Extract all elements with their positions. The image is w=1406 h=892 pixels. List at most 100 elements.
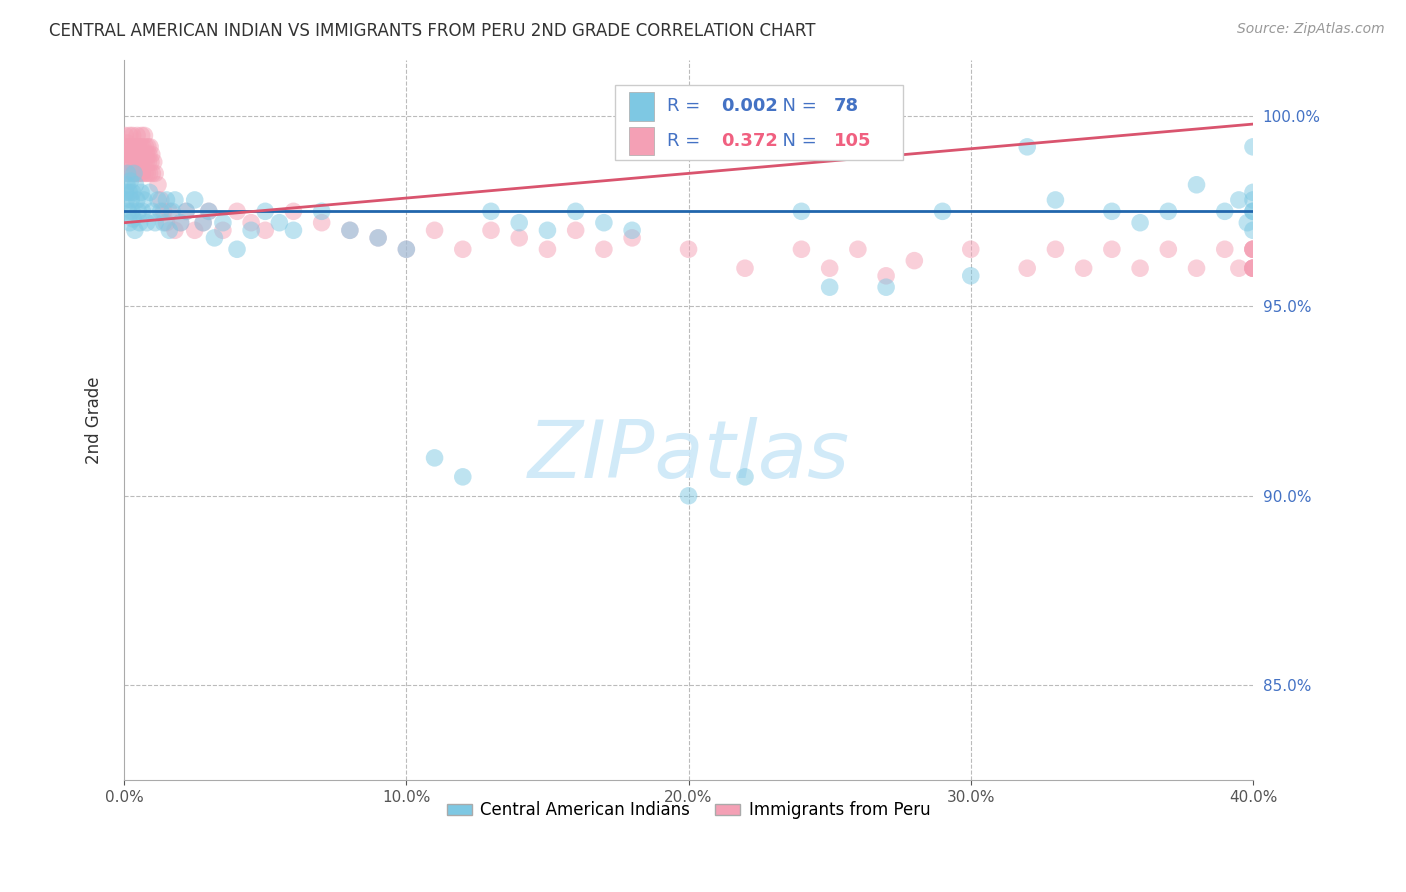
Point xyxy=(339,223,361,237)
Point xyxy=(122,211,145,226)
Point xyxy=(451,470,474,484)
Point xyxy=(122,166,145,180)
Point xyxy=(124,223,146,237)
Point xyxy=(146,193,169,207)
Point xyxy=(117,147,139,161)
Point xyxy=(141,147,163,161)
Point xyxy=(117,140,139,154)
Point xyxy=(1045,193,1067,207)
Point xyxy=(127,204,149,219)
Point xyxy=(1227,261,1250,276)
Point xyxy=(1227,193,1250,207)
Point xyxy=(564,204,586,219)
Point xyxy=(1241,186,1264,200)
Point xyxy=(1213,204,1236,219)
Point xyxy=(593,216,616,230)
Text: R =: R = xyxy=(666,97,706,115)
Point xyxy=(115,193,138,207)
Point xyxy=(283,204,305,219)
Text: R =: R = xyxy=(666,132,706,150)
Point xyxy=(135,147,157,161)
Text: ZIPatlas: ZIPatlas xyxy=(527,417,849,495)
Point xyxy=(129,166,152,180)
Point xyxy=(508,216,530,230)
Point xyxy=(115,178,138,192)
Point xyxy=(818,280,841,294)
Point xyxy=(122,140,145,154)
Point xyxy=(790,204,813,219)
Point xyxy=(423,450,446,465)
Point xyxy=(1241,261,1264,276)
Point xyxy=(621,223,644,237)
Point xyxy=(120,193,142,207)
Point xyxy=(212,216,235,230)
Point xyxy=(125,155,148,169)
Point xyxy=(183,193,205,207)
Point xyxy=(226,242,249,256)
Point xyxy=(959,242,981,256)
Point xyxy=(339,223,361,237)
Point xyxy=(1017,261,1039,276)
Point xyxy=(479,204,502,219)
Point xyxy=(204,231,226,245)
Point xyxy=(1241,261,1264,276)
Point xyxy=(122,166,145,180)
Point xyxy=(157,204,180,219)
Point xyxy=(136,166,159,180)
Point xyxy=(160,204,183,219)
Point xyxy=(138,155,160,169)
Point xyxy=(114,155,136,169)
FancyBboxPatch shape xyxy=(628,92,654,120)
Point xyxy=(139,155,162,169)
Point xyxy=(875,280,897,294)
Point xyxy=(132,147,155,161)
Point xyxy=(311,204,333,219)
Text: N =: N = xyxy=(770,132,823,150)
Legend: Central American Indians, Immigrants from Peru: Central American Indians, Immigrants fro… xyxy=(440,795,936,826)
Point xyxy=(163,193,186,207)
Point xyxy=(240,223,263,237)
Point xyxy=(114,140,136,154)
Point xyxy=(121,128,143,143)
Point xyxy=(1241,140,1264,154)
Point xyxy=(1241,261,1264,276)
Point xyxy=(143,166,166,180)
Point xyxy=(269,216,291,230)
Point xyxy=(128,147,150,161)
Point xyxy=(1241,242,1264,256)
Text: Source: ZipAtlas.com: Source: ZipAtlas.com xyxy=(1237,22,1385,37)
Point xyxy=(121,147,143,161)
Point xyxy=(169,216,191,230)
Point xyxy=(367,231,389,245)
Point xyxy=(117,204,139,219)
Point xyxy=(1241,242,1264,256)
Point xyxy=(1185,178,1208,192)
Point xyxy=(395,242,418,256)
Point xyxy=(183,223,205,237)
Point xyxy=(1017,140,1039,154)
Point xyxy=(240,216,263,230)
Point xyxy=(118,155,141,169)
Point xyxy=(536,242,558,256)
Point xyxy=(117,166,139,180)
Point xyxy=(1073,261,1095,276)
Text: 105: 105 xyxy=(834,132,872,150)
Point xyxy=(142,155,165,169)
Point xyxy=(129,140,152,154)
Point xyxy=(875,268,897,283)
Point xyxy=(593,242,616,256)
Point xyxy=(508,231,530,245)
Point xyxy=(212,223,235,237)
Point xyxy=(125,140,148,154)
Point xyxy=(1213,242,1236,256)
Point xyxy=(117,166,139,180)
FancyBboxPatch shape xyxy=(616,85,903,161)
Point xyxy=(141,204,163,219)
Point xyxy=(120,166,142,180)
Point xyxy=(157,223,180,237)
Point xyxy=(174,204,197,219)
Point xyxy=(132,193,155,207)
Point xyxy=(479,223,502,237)
Point xyxy=(621,231,644,245)
Point xyxy=(128,216,150,230)
